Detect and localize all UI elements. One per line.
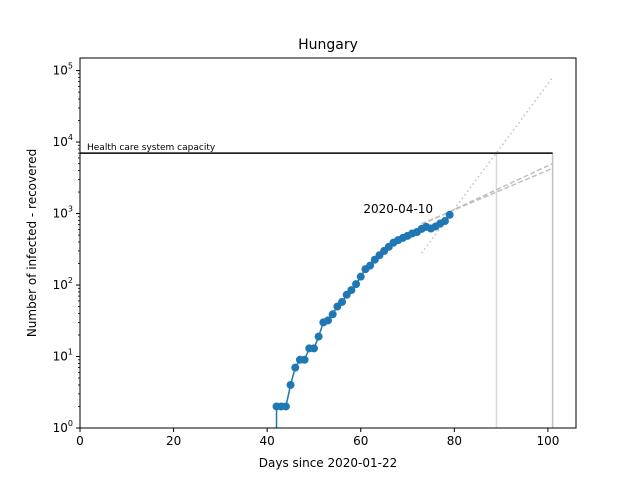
data-point [356, 272, 365, 281]
data-point [338, 297, 347, 306]
x-tick-label: 20 [166, 434, 181, 448]
y-tick-label: 105 [53, 62, 73, 78]
data-point [324, 316, 332, 325]
data-point [445, 210, 454, 219]
plot-frame [79, 57, 577, 429]
y-tick-label: 104 [53, 133, 73, 149]
data-point [286, 380, 295, 389]
projection-line-2 [421, 167, 553, 225]
x-tick-label: 0 [76, 434, 84, 448]
data-point [347, 286, 356, 295]
x-tick-label: 60 [353, 434, 368, 448]
y-tick-label: 103 [53, 205, 73, 221]
y-tick-label: 101 [53, 348, 73, 364]
plot-area: Health care system capacity 2020-04-10 [80, 77, 554, 428]
x-tick-label: 80 [447, 434, 462, 448]
data-point [300, 355, 309, 364]
x-tick-label: 100 [536, 434, 559, 448]
data-point [440, 217, 449, 226]
y-axis-label: Number of infected - recovered [25, 149, 39, 337]
y-tick-label: 100 [53, 419, 73, 435]
y-tick-label: 102 [53, 276, 73, 292]
data-point [314, 332, 323, 341]
x-axis-label: Days since 2020-01-22 [259, 456, 398, 470]
y-axis: 100 101 102 103 104 105 [53, 62, 80, 435]
data-point [309, 344, 318, 353]
x-axis: 0 20 40 60 80 100 [76, 428, 559, 448]
data-point [366, 261, 375, 270]
capacity-label: Health care system capacity [87, 143, 216, 153]
chart-title: Hungary [298, 37, 358, 53]
data-point [281, 402, 290, 411]
x-tick-label: 40 [260, 434, 275, 448]
data-point [352, 280, 361, 289]
data-point [291, 363, 300, 372]
data-point [328, 310, 337, 319]
date-annotation: 2020-04-10 [363, 202, 433, 216]
